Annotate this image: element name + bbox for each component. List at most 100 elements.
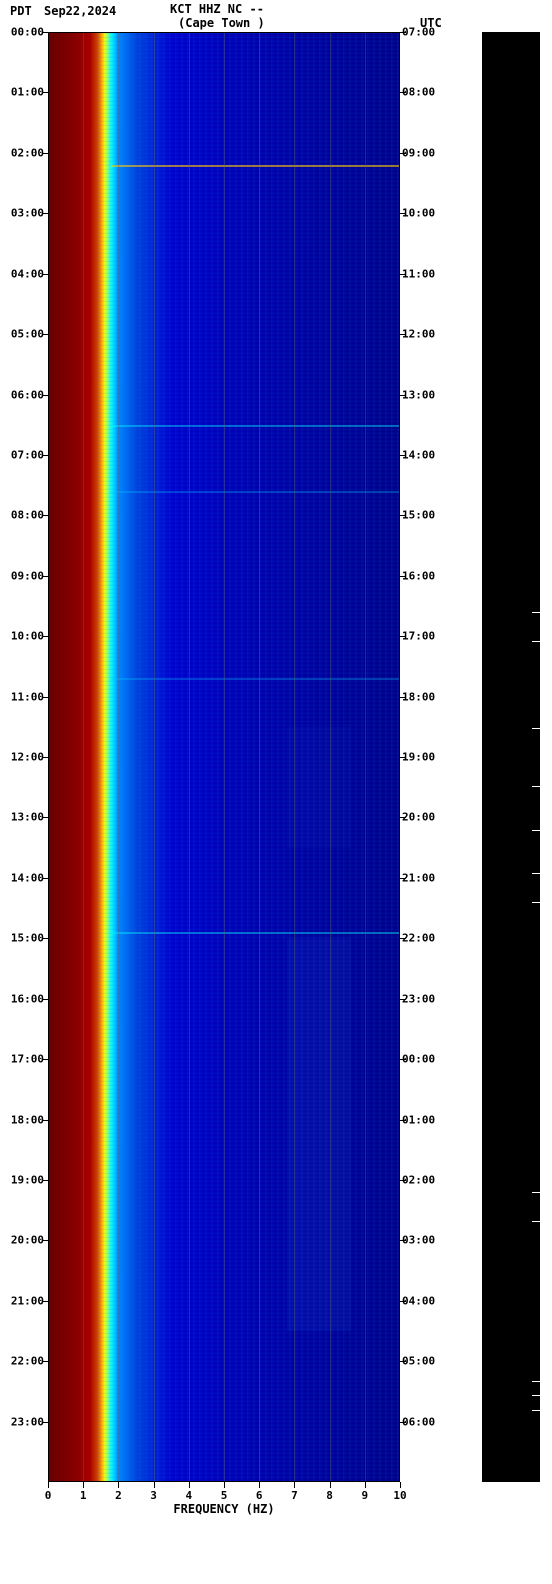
y-label-right: 05:00 <box>402 1355 442 1368</box>
y-label-left: 20:00 <box>8 1234 44 1247</box>
y-label-left: 04:00 <box>8 267 44 280</box>
colorbar-tick <box>532 641 540 642</box>
date-label: Sep22,2024 <box>44 4 116 18</box>
gridline <box>154 32 155 1482</box>
gridline <box>83 32 84 1482</box>
colorbar-tick <box>532 873 540 874</box>
x-tick <box>400 1482 401 1488</box>
y-label-right: 18:00 <box>402 690 442 703</box>
x-tick <box>294 1482 295 1488</box>
x-label: 10 <box>393 1489 406 1502</box>
gridline <box>365 32 366 1482</box>
y-label-right: 09:00 <box>402 146 442 159</box>
colorbar-tick <box>532 830 540 831</box>
gridline <box>259 32 260 1482</box>
x-label: 4 <box>185 1489 192 1502</box>
y-label-left: 08:00 <box>8 509 44 522</box>
energy-band <box>287 727 350 848</box>
event-line <box>111 932 400 934</box>
y-label-left: 10:00 <box>8 630 44 643</box>
event-line <box>111 678 400 680</box>
colorbar-tick <box>532 902 540 903</box>
event-line <box>111 425 400 427</box>
energy-band <box>287 938 350 1331</box>
y-label-right: 13:00 <box>402 388 442 401</box>
x-tick <box>154 1482 155 1488</box>
x-tick <box>330 1482 331 1488</box>
spectrogram-plot: 00:0001:0002:0003:0004:0005:0006:0007:00… <box>48 32 400 1482</box>
y-label-left: 03:00 <box>8 207 44 220</box>
y-label-left: 06:00 <box>8 388 44 401</box>
x-label: 8 <box>326 1489 333 1502</box>
y-label-left: 21:00 <box>8 1294 44 1307</box>
y-label-left: 07:00 <box>8 448 44 461</box>
y-label-right: 04:00 <box>402 1294 442 1307</box>
y-label-right: 07:00 <box>402 26 442 39</box>
y-label-left: 14:00 <box>8 871 44 884</box>
colorbar-tick <box>532 1381 540 1382</box>
y-label-right: 00:00 <box>402 1053 442 1066</box>
y-label-right: 03:00 <box>402 1234 442 1247</box>
colorbar-tick <box>532 1221 540 1222</box>
x-tick <box>224 1482 225 1488</box>
y-label-left: 16:00 <box>8 992 44 1005</box>
y-label-left: 01:00 <box>8 86 44 99</box>
y-label-left: 00:00 <box>8 26 44 39</box>
gridline <box>189 32 190 1482</box>
x-axis-title: FREQUENCY (HZ) <box>173 1502 274 1516</box>
y-label-right: 08:00 <box>402 86 442 99</box>
y-label-left: 12:00 <box>8 751 44 764</box>
colorbar-tick <box>532 1192 540 1193</box>
colorbar-tick <box>532 728 540 729</box>
x-tick <box>365 1482 366 1488</box>
y-label-right: 16:00 <box>402 569 442 582</box>
y-label-left: 13:00 <box>8 811 44 824</box>
y-label-left: 23:00 <box>8 1415 44 1428</box>
y-label-left: 02:00 <box>8 146 44 159</box>
gridline <box>224 32 225 1482</box>
x-label: 2 <box>115 1489 122 1502</box>
colorbar-tick <box>532 786 540 787</box>
y-label-right: 21:00 <box>402 871 442 884</box>
gridline <box>330 32 331 1482</box>
y-label-right: 20:00 <box>402 811 442 824</box>
y-label-left: 15:00 <box>8 932 44 945</box>
y-label-left: 18:00 <box>8 1113 44 1126</box>
y-label-right: 12:00 <box>402 328 442 341</box>
colorbar-tick <box>532 1410 540 1411</box>
y-label-right: 10:00 <box>402 207 442 220</box>
left-timezone-label: PDT <box>10 4 32 18</box>
y-label-right: 14:00 <box>402 448 442 461</box>
x-label: 0 <box>45 1489 52 1502</box>
x-tick <box>83 1482 84 1488</box>
y-label-right: 11:00 <box>402 267 442 280</box>
x-tick <box>259 1482 260 1488</box>
spectrogram-noise <box>97 32 400 1482</box>
y-label-right: 02:00 <box>402 1173 442 1186</box>
colorbar <box>482 32 540 1482</box>
y-label-right: 23:00 <box>402 992 442 1005</box>
y-label-right: 19:00 <box>402 751 442 764</box>
y-label-left: 17:00 <box>8 1053 44 1066</box>
x-label: 6 <box>256 1489 263 1502</box>
colorbar-tick <box>532 1395 540 1396</box>
event-line <box>111 165 400 167</box>
x-tick <box>48 1482 49 1488</box>
y-label-right: 17:00 <box>402 630 442 643</box>
y-label-left: 09:00 <box>8 569 44 582</box>
x-label: 1 <box>80 1489 87 1502</box>
x-label: 7 <box>291 1489 298 1502</box>
x-tick <box>118 1482 119 1488</box>
y-label-right: 06:00 <box>402 1415 442 1428</box>
location-label: (Cape Town ) <box>178 16 265 30</box>
y-label-left: 22:00 <box>8 1355 44 1368</box>
x-label: 5 <box>221 1489 228 1502</box>
gridline <box>294 32 295 1482</box>
x-label: 3 <box>150 1489 157 1502</box>
gridline <box>118 32 119 1482</box>
station-label: KCT HHZ NC -- <box>170 2 264 16</box>
y-label-left: 05:00 <box>8 328 44 341</box>
x-label: 9 <box>361 1489 368 1502</box>
colorbar-tick <box>532 612 540 613</box>
event-line <box>111 491 400 493</box>
